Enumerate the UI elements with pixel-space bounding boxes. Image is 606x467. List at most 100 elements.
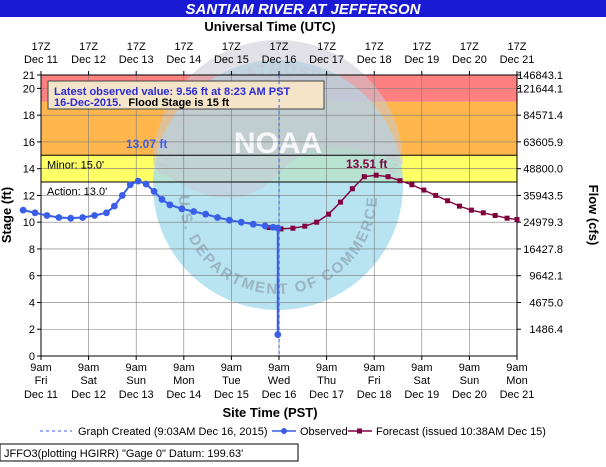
x-tick-time-0: 9am [30, 362, 51, 374]
top-tick-date-0: Dec 11 [24, 54, 58, 66]
y-tick-label-2: 2 [29, 324, 35, 336]
x-tick-time-4: 9am [221, 362, 242, 374]
observed-point-3 [55, 214, 63, 221]
x-tick-date-3: Dec 14 [166, 389, 201, 401]
top-tick-time-10: 17Z [508, 41, 527, 53]
top-tick-date-4: Dec 15 [214, 54, 249, 66]
y-right-tick-label-2: 84571.4 [523, 110, 563, 122]
top-tick-date-10: Dec 21 [500, 54, 535, 66]
footer-box [0, 443, 299, 462]
observed-peak-label: 13.07 ft [126, 137, 167, 151]
latest-value-line: Latest observed value: 9.56 ft at 8:23 A… [54, 86, 290, 98]
y-right-tick-label-4: 48800.0 [523, 164, 563, 176]
top-tick-date-6: Dec 17 [309, 54, 344, 66]
x-tick-time-3: 9am [173, 362, 194, 374]
observed-point-7 [103, 209, 110, 217]
top-tick-time-6: 17Z [317, 41, 336, 53]
top-axis-title: Universal Time (UTC) [204, 19, 335, 34]
y-axis-right-title: Flow (cfs) [586, 185, 601, 246]
top-tick-time-7: 17Z [365, 41, 384, 53]
watermark-noaa-text: NOAA [234, 127, 322, 160]
observed-point-19 [214, 214, 221, 221]
x-tick-day-1: Sat [80, 375, 97, 387]
y-right-tick-label-3: 63605.9 [523, 137, 563, 149]
observed-point-16 [178, 205, 186, 213]
observed-point-12 [142, 180, 150, 188]
y-tick-label-10: 10 [23, 217, 35, 229]
x-tick-day-9: Sun [460, 375, 480, 387]
x-tick-day-10: Mon [506, 375, 527, 387]
threshold-label-1: Action: 13.0' [47, 186, 107, 198]
observed-point-11 [134, 177, 142, 185]
observed-point-4 [67, 214, 75, 222]
chart-title: SANTIAM RIVER AT JEFFERSON [185, 1, 421, 18]
forecast-point-14 [433, 192, 439, 198]
x-tick-time-10: 9am [506, 362, 527, 374]
watermark-bird [153, 40, 403, 198]
svg-text:16-Dec-2015. Flood Stage: 16-Dec-2015. Flood Stage is 15 ft [54, 97, 230, 109]
x-tick-time-6: 9am [316, 362, 337, 374]
top-tick-time-3: 17Z [174, 41, 193, 53]
observed-point-2 [43, 212, 51, 219]
forecast-point-13 [421, 187, 427, 193]
x-tick-day-4: Tue [222, 375, 241, 387]
threshold-label-0: Minor: 15.0' [47, 159, 104, 171]
forecast-point-5 [326, 211, 332, 217]
x-tick-date-0: Dec 11 [24, 389, 58, 401]
observed-point-15 [166, 201, 174, 209]
y-right-tick-label-9: 4675.0 [529, 297, 563, 309]
observed-point-25 [274, 224, 282, 232]
legend-observed-marker [281, 428, 287, 434]
observed-point-13 [150, 188, 158, 195]
x-tick-time-1: 9am [78, 362, 99, 374]
x-tick-date-10: Dec 21 [500, 389, 535, 401]
threshold-labels: Minor: 15.0' Action: 13.0' [41, 154, 517, 198]
observed-point-10 [126, 181, 134, 189]
observed-point-8 [110, 202, 118, 210]
y-right-tick-label-1: 121644.1 [517, 83, 563, 95]
title-bar [0, 0, 606, 17]
legend-forecast-label: Forecast (issued 10:38AM Dec 15) [376, 426, 546, 438]
y-tick-label-6: 6 [29, 271, 35, 283]
x-tick-day-0: Fri [35, 375, 48, 387]
forecast-point-8 [361, 174, 367, 180]
observed-series [19, 177, 282, 338]
forecast-peak-label: 13.51 ft [346, 157, 387, 171]
top-tick-time-9: 17Z [460, 41, 479, 53]
forecast-point-12 [409, 182, 415, 188]
y-tick-label-4: 4 [29, 297, 35, 309]
flood-stage-note: Flood Stage is 15 ft [128, 97, 229, 109]
observed-point-22 [249, 220, 257, 228]
top-tick-date-1: Dec 12 [71, 54, 106, 66]
observed-point-0 [19, 206, 27, 214]
top-tick-time-0: 17Z [32, 41, 51, 53]
latest-value-box: Latest observed value: 9.56 ft at 8:23 A… [47, 80, 325, 110]
latest-value-date: 16-Dec-2015. [54, 97, 121, 109]
legend-created-label: Graph Created (9:03AM Dec 16, 2015) [78, 426, 268, 438]
top-tick-date-5: Dec 16 [262, 54, 297, 66]
forecast-point-21 [514, 217, 520, 223]
forecast-point-16 [456, 203, 462, 209]
x-tick-date-8: Dec 19 [404, 389, 439, 401]
top-tick-date-8: Dec 19 [404, 54, 439, 66]
x-tick-day-5: Wed [268, 375, 290, 387]
top-tick-time-4: 17Z [222, 41, 241, 53]
x-tick-date-7: Dec 18 [357, 389, 392, 401]
x-tick-day-6: Thu [317, 375, 336, 387]
y-right-tick-label-5: 35943.5 [523, 190, 563, 202]
top-tick-date-2: Dec 13 [119, 54, 154, 66]
forecast-point-18 [480, 210, 486, 216]
observed-point-21 [237, 218, 245, 226]
legend-forecast-marker [357, 428, 362, 434]
forecast-point-19 [492, 213, 498, 218]
observed-point-20 [226, 216, 233, 224]
forecast-point-9 [373, 172, 379, 178]
forecast-point-15 [445, 198, 451, 204]
x-tick-day-7: Fri [368, 375, 381, 387]
x-tick-time-5: 9am [268, 362, 289, 374]
x-tick-date-2: Dec 13 [119, 389, 154, 401]
